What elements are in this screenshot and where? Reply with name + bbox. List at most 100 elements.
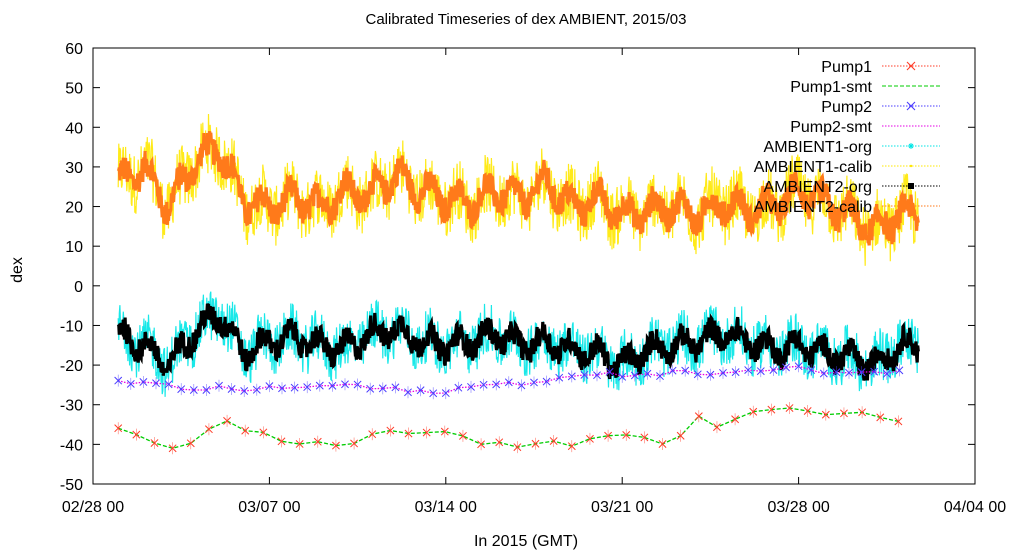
pump2-point <box>517 379 526 392</box>
pump1-point <box>513 441 522 454</box>
pump1-point <box>676 429 685 442</box>
pump2-point <box>252 383 261 396</box>
pump1-point <box>712 421 721 434</box>
pump1-point <box>622 428 631 441</box>
y-tick-label: 50 <box>65 81 83 98</box>
pump2-point <box>693 368 702 381</box>
legend-marker <box>908 143 914 149</box>
pump1-point <box>785 402 794 415</box>
legend-label: AMBIENT1-org <box>764 139 872 156</box>
legend-item: Pump2-smt <box>790 119 940 136</box>
pump2-point <box>278 382 286 395</box>
pump2-point <box>227 382 236 395</box>
pump2-point <box>731 366 740 379</box>
pump2-point <box>265 380 274 393</box>
pump1-point <box>640 431 649 444</box>
pump2-point <box>530 376 538 389</box>
x-tick-label: 03/14 00 <box>415 499 477 516</box>
pump1-point <box>386 424 395 437</box>
legend-item: AMBIENT2-org <box>764 179 940 196</box>
y-axis-label: dex <box>9 257 26 283</box>
y-tick-label: 40 <box>65 120 83 137</box>
pump1-point <box>749 405 758 418</box>
pump2-point <box>643 367 652 380</box>
pump1-point <box>204 423 213 436</box>
legend-marker <box>906 101 916 111</box>
legend-label: Pump1 <box>821 59 872 76</box>
pump2-point <box>555 371 564 384</box>
pump1-point <box>495 436 504 449</box>
pump1-smt-line <box>117 407 899 449</box>
pump2-point <box>353 378 362 391</box>
pump2-point <box>202 384 211 397</box>
y-tick-label: -50 <box>60 477 83 494</box>
pump1-point <box>531 437 540 450</box>
pump2-point <box>378 382 387 395</box>
pump1-point <box>767 403 776 416</box>
pump1-point <box>313 435 322 448</box>
y-tick-label: 60 <box>65 41 83 58</box>
pump2-point <box>681 364 690 377</box>
pump2-point <box>152 377 160 390</box>
pump2-point <box>630 369 639 382</box>
pump2-point <box>441 387 450 400</box>
pump2-point <box>416 384 425 397</box>
pump2-point <box>479 378 488 391</box>
legend-label: AMBIENT2-calib <box>754 199 872 216</box>
legend-item: AMBIENT2-calib <box>754 199 940 216</box>
pump2-point <box>668 364 677 377</box>
pump1-point <box>114 422 123 435</box>
pump2-point <box>580 368 589 381</box>
axes-layer: -50 -40 -30 -20 -10 0 10 20 30 40 50 60 02/28 00 03/0… <box>60 41 1006 516</box>
y-tick-label: -30 <box>60 398 83 415</box>
plot-frame <box>92 47 976 485</box>
legend-label: Pump1-smt <box>790 79 872 96</box>
pump2-point <box>177 383 186 396</box>
ambient-calib-calib-line <box>116 131 920 246</box>
pump2-point <box>593 369 601 382</box>
pump2-point <box>341 378 349 391</box>
x-tick-label: 03/28 00 <box>767 499 829 516</box>
pump1-point <box>876 411 885 424</box>
pump2-point <box>404 386 412 399</box>
pump1-point <box>350 437 359 450</box>
legend-label: AMBIENT1-calib <box>754 159 872 176</box>
pump1-point <box>458 429 467 442</box>
pump2-point <box>845 366 853 379</box>
pump1-point <box>150 437 159 450</box>
pump2-point <box>391 381 400 394</box>
pump1-point <box>549 435 558 448</box>
pump2-point <box>215 379 223 392</box>
pump2-point <box>756 365 765 378</box>
pump2-smt-line <box>118 365 900 394</box>
pump1-point <box>368 428 377 441</box>
pump1-point <box>567 440 576 453</box>
pump2-point <box>290 381 299 394</box>
pump2-point <box>605 365 614 378</box>
pump2-point <box>126 377 135 390</box>
pump1-point <box>440 425 449 438</box>
y-tick-label: 0 <box>74 279 83 296</box>
pump2-point <box>882 367 891 380</box>
pump2-point <box>303 381 312 394</box>
pump2-point <box>492 378 501 391</box>
pump2-point <box>467 380 475 393</box>
x-tick-label: 03/07 00 <box>238 499 300 516</box>
pump1-point <box>295 437 304 450</box>
pump1-point <box>404 427 413 440</box>
pump2-point <box>114 374 123 387</box>
pump1-point <box>168 442 177 455</box>
pump2-point <box>794 360 803 373</box>
pump2-point <box>240 384 249 397</box>
pump1-point <box>694 410 703 423</box>
pump1-point <box>585 432 594 445</box>
y-tick-label: 30 <box>65 160 83 177</box>
pump2-point <box>504 376 513 389</box>
pump2-point <box>454 381 463 394</box>
pump2-point <box>656 370 664 383</box>
legend-marker <box>907 202 915 210</box>
pump2-point <box>139 375 148 388</box>
legend-label: Pump2 <box>821 99 872 116</box>
pump1-point <box>658 438 667 451</box>
y-tick-label: -20 <box>60 358 83 375</box>
